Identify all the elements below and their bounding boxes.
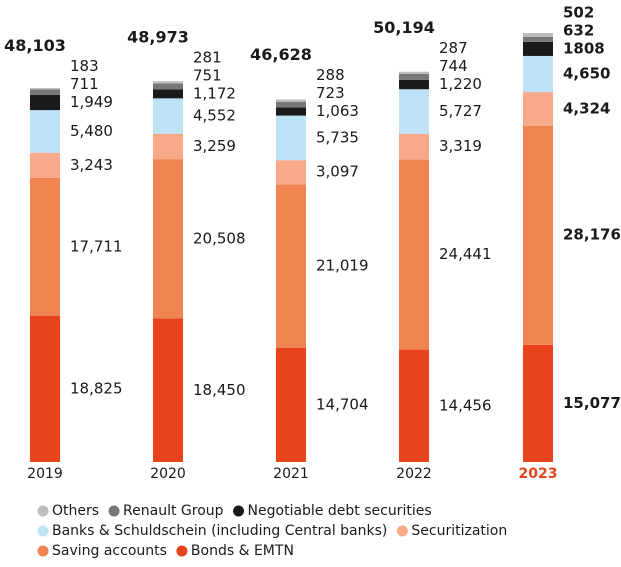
- value-label: 3,319: [439, 137, 482, 155]
- value-label: 287: [439, 39, 468, 57]
- legend-label: Renault Group: [123, 503, 224, 519]
- bar-segment: [276, 101, 306, 108]
- value-label: 1,063: [316, 102, 359, 120]
- bar-segment: [523, 36, 553, 42]
- bar-segment: [153, 318, 183, 462]
- bar-segment: [30, 315, 60, 462]
- value-label: 502: [563, 3, 594, 21]
- legend-swatch: [108, 505, 120, 517]
- bar-segment: [153, 81, 183, 84]
- bar-segment: [153, 159, 183, 319]
- bar-segment: [276, 160, 306, 185]
- total-label: 48,103: [4, 36, 66, 55]
- bar-segment: [276, 107, 306, 116]
- bar-segment: [276, 184, 306, 348]
- value-label: 28,176: [563, 226, 621, 244]
- legend-label: Others: [52, 503, 99, 519]
- bar-segment: [276, 347, 306, 462]
- x-tick-label: 2019: [27, 466, 63, 482]
- bar-segment: [399, 133, 429, 160]
- value-label: 18,825: [70, 379, 123, 397]
- legend-swatch: [37, 545, 49, 557]
- bar-segment: [523, 41, 553, 56]
- bar-segment: [523, 92, 553, 126]
- bar-segment: [276, 99, 306, 102]
- value-label: 3,097: [316, 163, 359, 181]
- value-label: 1808: [563, 39, 605, 57]
- total-label: 50,194: [373, 18, 435, 37]
- value-label: 1,949: [70, 93, 113, 111]
- bar-segment: [30, 89, 60, 95]
- value-label: 4,552: [193, 107, 236, 125]
- value-label: 3,259: [193, 137, 236, 155]
- value-label: 288: [316, 66, 345, 84]
- bar-segment: [276, 115, 306, 161]
- value-label: 5,727: [439, 102, 482, 120]
- bar-segment: [30, 94, 60, 111]
- x-tick-label: 2023: [519, 466, 558, 482]
- bar-segment: [523, 344, 553, 462]
- bar-segment: [399, 73, 429, 80]
- bar-segment: [30, 152, 60, 178]
- value-label: 4,324: [563, 99, 610, 117]
- bar-segment: [399, 71, 429, 74]
- value-label: 183: [70, 57, 99, 75]
- value-label: 744: [439, 57, 468, 75]
- value-label: 723: [316, 84, 345, 102]
- bar-segment: [153, 98, 183, 134]
- bar-segment: [523, 55, 553, 93]
- bar-segment: [399, 79, 429, 90]
- legend-label: Banks & Schuldschein (including Central …: [52, 523, 387, 539]
- value-label: 1,220: [439, 75, 482, 93]
- value-label: 20,508: [193, 229, 246, 247]
- value-label: 3,243: [70, 156, 113, 174]
- legend-swatch: [396, 525, 408, 537]
- value-label: 5,480: [70, 122, 113, 140]
- x-tick-label: 2021: [273, 466, 309, 482]
- value-label: 632: [563, 21, 594, 39]
- legend-label: Bonds & EMTN: [191, 543, 294, 559]
- legend-label: Securitization: [411, 523, 507, 539]
- legend-swatch: [37, 525, 49, 537]
- total-label: 46,628: [250, 45, 312, 64]
- bar-segment: [399, 349, 429, 462]
- bar-segment: [30, 177, 60, 316]
- legend-swatch: [37, 505, 49, 517]
- x-tick-label: 2022: [396, 466, 432, 482]
- bar-segment: [153, 89, 183, 99]
- bar-segment: [399, 159, 429, 350]
- bar-segment: [153, 83, 183, 90]
- bar-segment: [523, 33, 553, 37]
- legend-swatch: [233, 505, 245, 517]
- value-label: 5,735: [316, 128, 359, 146]
- bar-segment: [523, 125, 553, 345]
- value-label: 751: [193, 66, 222, 84]
- bar-segment: [30, 110, 60, 153]
- value-label: 18,450: [193, 381, 246, 399]
- value-label: 21,019: [316, 256, 369, 274]
- value-label: 24,441: [439, 245, 492, 263]
- bar-segment: [399, 89, 429, 134]
- value-label: 15,077: [563, 394, 621, 412]
- bar-segment: [30, 88, 60, 90]
- value-label: 711: [70, 75, 99, 93]
- legend-swatch: [176, 545, 188, 557]
- legend-label: Saving accounts: [52, 543, 167, 559]
- value-label: 14,704: [316, 395, 369, 413]
- value-label: 1,172: [193, 84, 236, 102]
- total-label: 48,973: [127, 27, 189, 46]
- value-label: 17,711: [70, 237, 123, 255]
- total-label: 55,169: [497, 0, 559, 1]
- value-label: 4,650: [563, 65, 610, 83]
- bar-segment: [153, 133, 183, 160]
- legend-label: Negotiable debt securities: [248, 503, 432, 519]
- value-label: 281: [193, 48, 222, 66]
- value-label: 14,456: [439, 396, 492, 414]
- x-tick-label: 2020: [150, 466, 186, 482]
